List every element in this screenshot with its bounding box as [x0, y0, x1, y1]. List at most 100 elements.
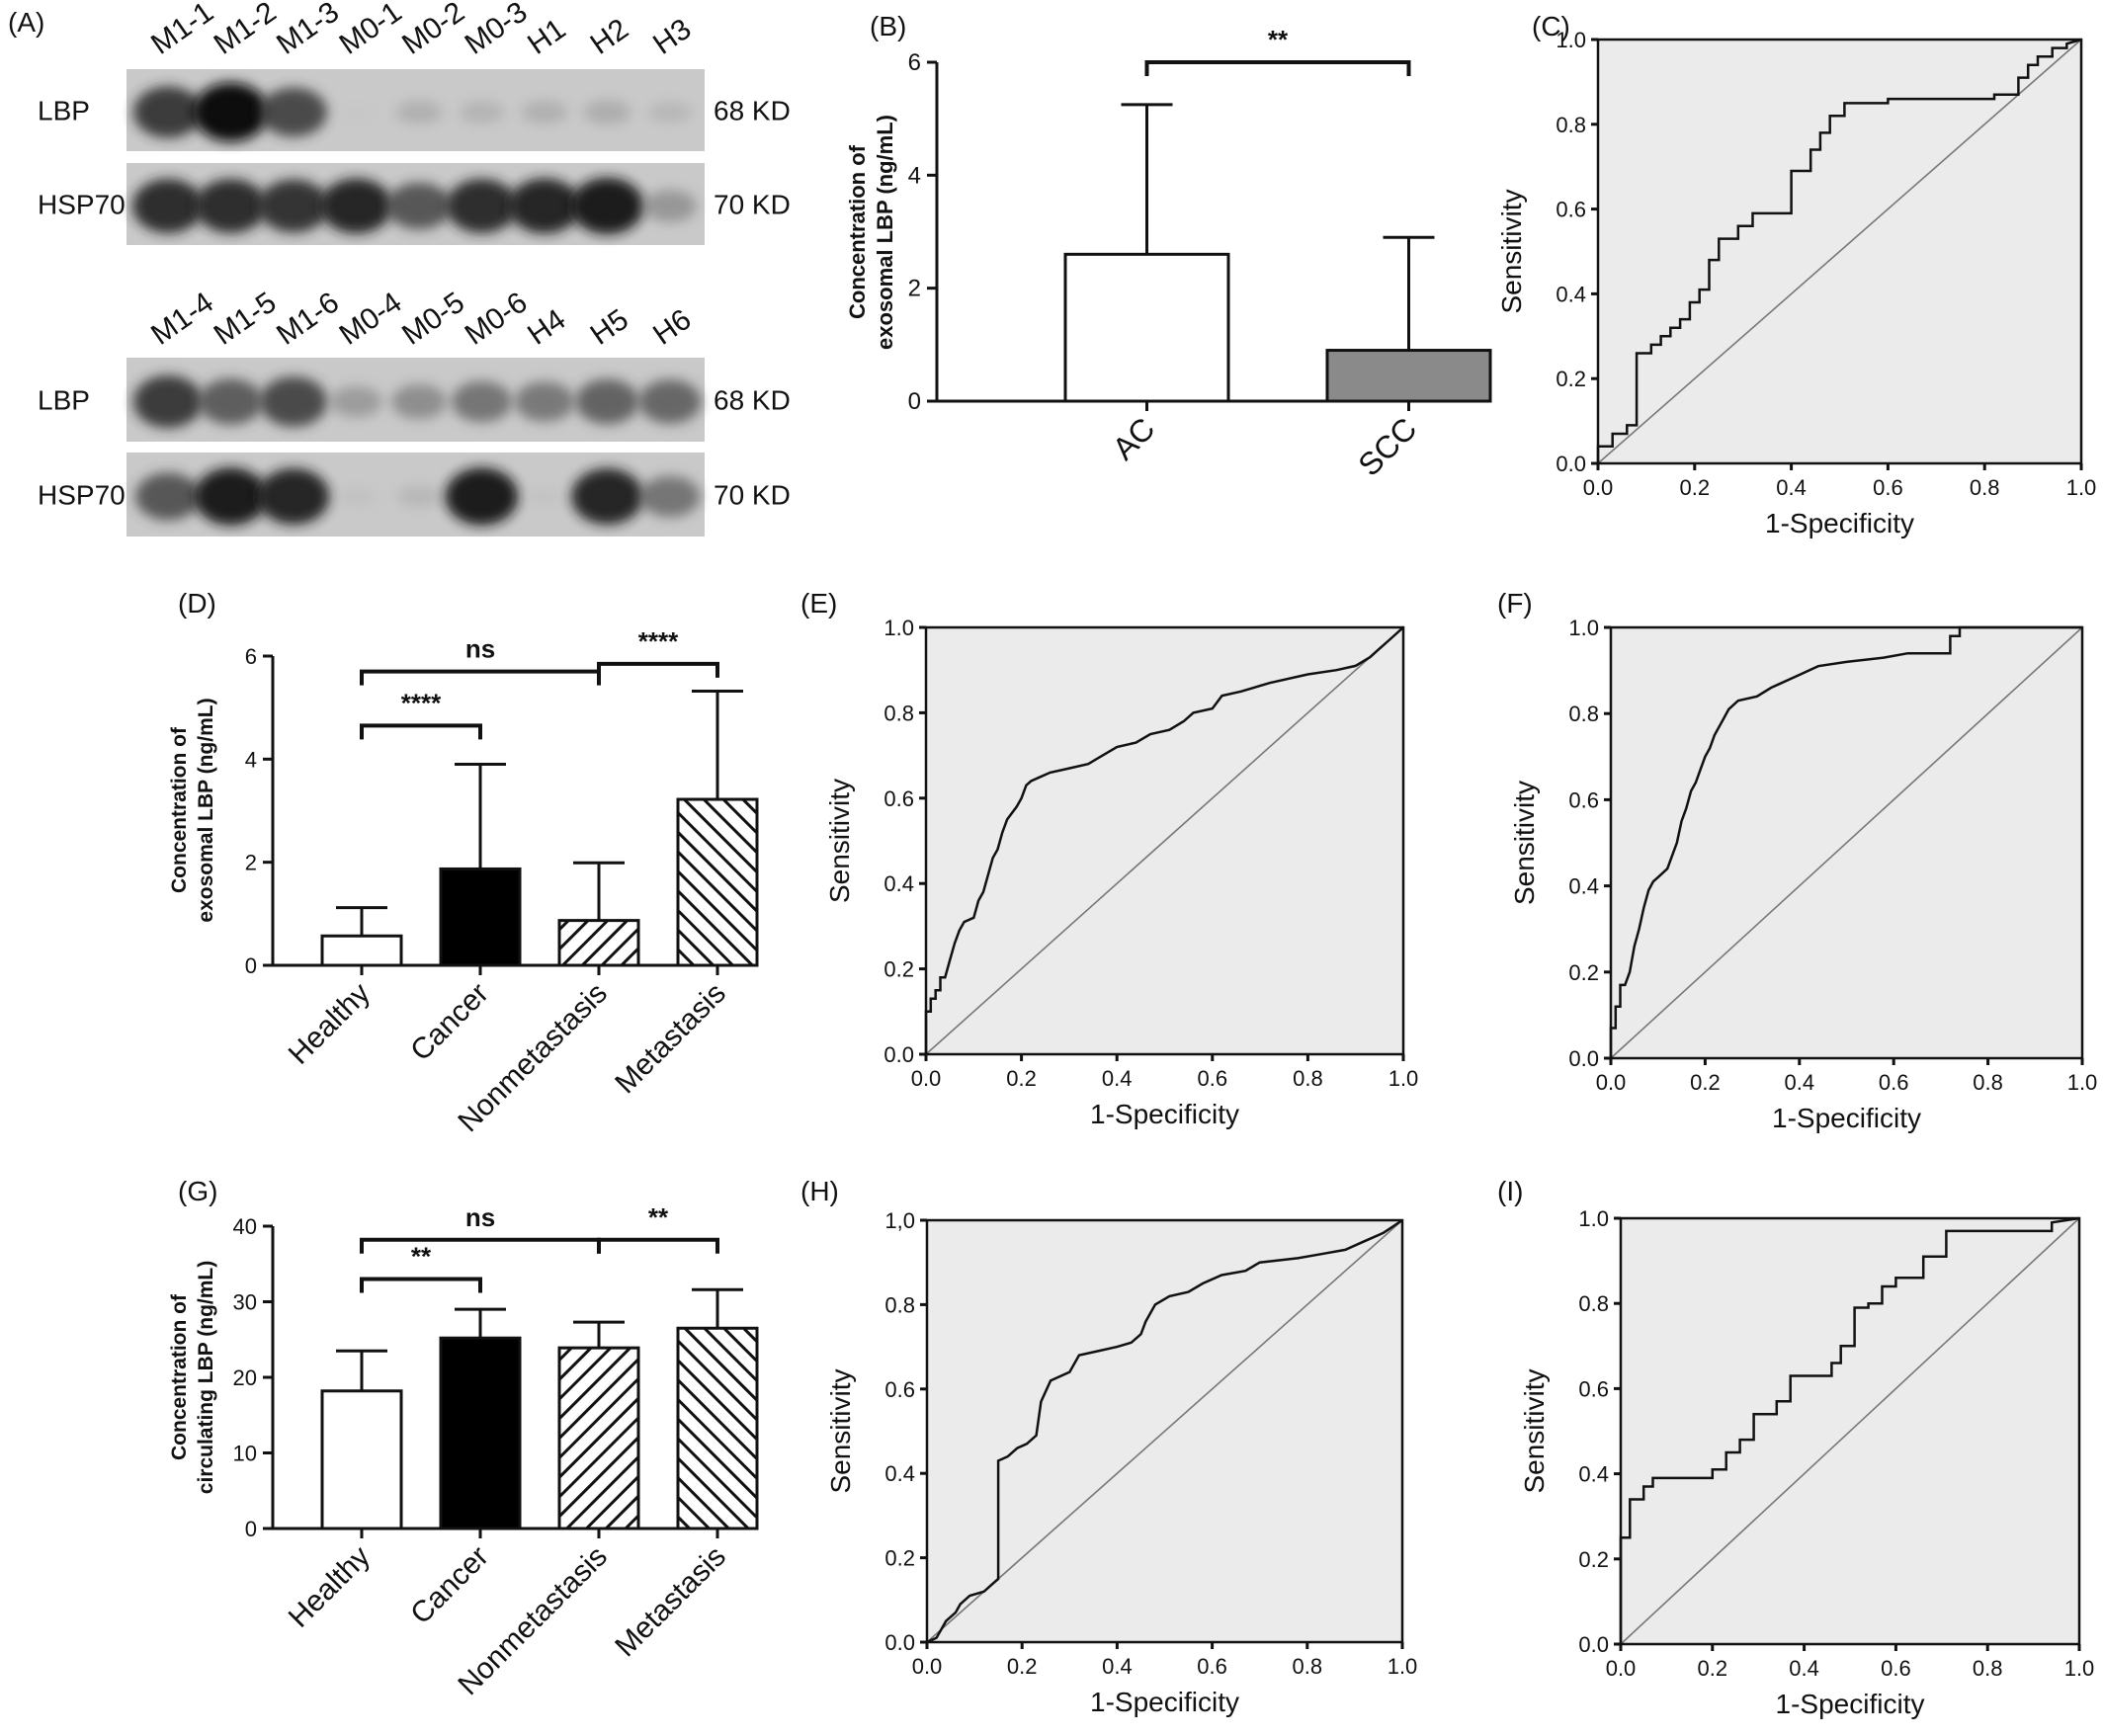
y-tick-label: 0.6	[1578, 1376, 1609, 1401]
x-tick-label: 0.0	[1606, 1656, 1637, 1681]
x-tick-label: 0.2	[1690, 1070, 1721, 1095]
category-label-metastasis: Metastasis	[609, 1540, 732, 1664]
significance-label: **	[411, 1242, 432, 1272]
y-tick-label: 6	[245, 644, 257, 669]
x-tick-label: 0.6	[1873, 475, 1903, 500]
bar-healthy	[320, 1389, 403, 1530]
panel-label-h: (H)	[800, 1176, 839, 1206]
x-tick-label: 0.2	[1698, 1656, 1728, 1681]
lane-label-m0-3: M0-3	[460, 0, 534, 61]
blot-band	[135, 472, 201, 521]
significance-label: ****	[638, 626, 679, 656]
category-label-scc: SCC	[1351, 410, 1423, 482]
panel-label-c: (C)	[1532, 11, 1570, 41]
y-tick-label: 0.8	[883, 701, 914, 725]
bar-nonmetastasis	[557, 919, 640, 967]
bar-healthy	[320, 934, 403, 967]
significance-label: ns	[465, 634, 495, 664]
lane-label-m0-6: M0-6	[460, 286, 534, 351]
blot-band	[459, 101, 505, 124]
panel-label-i: (I)	[1497, 1176, 1523, 1206]
panel-label-d: (D)	[178, 588, 216, 619]
y-tick-label: 0.0	[883, 1042, 914, 1067]
y-tick-label: 0.0	[1568, 1046, 1599, 1071]
reference-diagonal	[1620, 1217, 2080, 1645]
blot-row-label-hsp70: HSP70	[38, 190, 126, 220]
y-tick-label: 4	[245, 747, 257, 772]
y-axis-label: Sensitivity	[824, 779, 855, 903]
y-tick-label: 0.2	[883, 957, 914, 982]
roc-curve	[926, 1218, 1403, 1644]
x-tick-label: 0.4	[1102, 1066, 1133, 1091]
blot-band	[575, 378, 639, 425]
y-axis-label: Concentration of circulating LBP (ng/mL)	[168, 1261, 217, 1494]
lane-label-m1-3: M1-3	[271, 0, 345, 61]
y-tick-label: 0.6	[883, 786, 914, 811]
panel-c: (C) 0.00.0 0.2 0.2 0.4 0.4 0.6 0.6 0.8 0.8 1.0 1.0 1…	[1496, 11, 2096, 538]
blot-band	[260, 87, 327, 137]
blot-band	[195, 179, 267, 233]
plot-frame	[925, 1218, 1404, 1644]
blot-band	[193, 82, 269, 142]
blot-band	[638, 379, 702, 424]
x-tick-label: 1.0	[2066, 475, 2097, 500]
y-axis-label: Concentration of exosomal LBP (ng/mL)	[845, 115, 897, 350]
y-tick-label: 0.6	[1556, 198, 1586, 222]
y-axis-label-line: circulating LBP (ng/mL)	[195, 1261, 217, 1494]
lane-label-m1-2: M1-2	[209, 0, 283, 61]
lane-label-m1-1: M1-1	[145, 0, 219, 61]
significance-bracket	[360, 723, 482, 740]
lane-label-m0-4: M0-4	[334, 286, 408, 351]
y-tick-label: 1.0	[1568, 616, 1599, 640]
category-label-healthy: Healthy	[283, 1540, 377, 1634]
x-tick-label: 0.0	[911, 1066, 942, 1091]
y-tick-label: 6	[908, 49, 921, 76]
y-axis-label-line: Concentration of	[845, 144, 870, 319]
x-tick-label: 0.0	[912, 1654, 943, 1679]
blot-band	[194, 467, 268, 526]
y-tick-label: 0.4	[1578, 1462, 1609, 1487]
y-tick-label: 0.4	[1568, 874, 1599, 899]
x-tick-label: 0.8	[1973, 1656, 2003, 1681]
blot-band	[639, 475, 701, 518]
blot-size-label: 70 KD	[714, 480, 791, 511]
blot-band	[133, 374, 203, 429]
y-tick-label: 2	[245, 851, 257, 875]
reference-diagonal	[1597, 39, 2082, 464]
lane-label-h5: H5	[585, 303, 634, 352]
blot-band	[395, 100, 443, 124]
x-tick-label: 0.0	[1596, 1070, 1627, 1095]
y-tick-label: 0.2	[884, 1546, 915, 1571]
panel-e: (E) 0.00.0 0.2 0.2 0.4 0.4 0.6 0.6 0.8 0.8 1.0 1.0 1…	[800, 588, 1418, 1129]
x-axis-label: 1-Specificity	[1090, 1687, 1239, 1717]
panel-label-b: (B)	[870, 11, 906, 41]
roc-curve	[1619, 1216, 2080, 1644]
y-tick-label: 0.4	[883, 871, 914, 896]
reference-diagonal	[1610, 626, 2083, 1059]
y-axis-label: Sensitivity	[1509, 781, 1540, 905]
blot-band	[336, 488, 377, 505]
panel-f: (F) 0.00.0 0.2 0.2 0.4 0.4 0.6 0.6 0.8 0.8 1.0 1.0 1…	[1497, 588, 2097, 1133]
significance-bracket	[360, 669, 601, 686]
bar-ac	[1063, 252, 1230, 403]
blot-band	[260, 376, 327, 427]
blot-row-label-hsp70: HSP70	[38, 480, 126, 511]
plot-frame	[924, 625, 1405, 1056]
reference-diagonal	[926, 1219, 1403, 1643]
y-tick-label: 20	[233, 1365, 257, 1390]
blot-band	[257, 468, 330, 525]
bar-metastasis	[676, 1326, 759, 1530]
y-tick-label: 1.0	[1578, 1206, 1609, 1231]
blot-band	[330, 385, 382, 418]
bar-metastasis	[676, 797, 759, 967]
blot-band	[647, 102, 693, 123]
y-tick-label: 0.8	[1578, 1291, 1609, 1316]
lane-label-m0-2: M0-2	[396, 0, 470, 61]
y-tick-label: 0.4	[884, 1461, 915, 1486]
panel-label-e: (E)	[800, 588, 837, 619]
lane-label-m0-1: M0-1	[334, 0, 408, 61]
blot-band	[445, 467, 519, 526]
